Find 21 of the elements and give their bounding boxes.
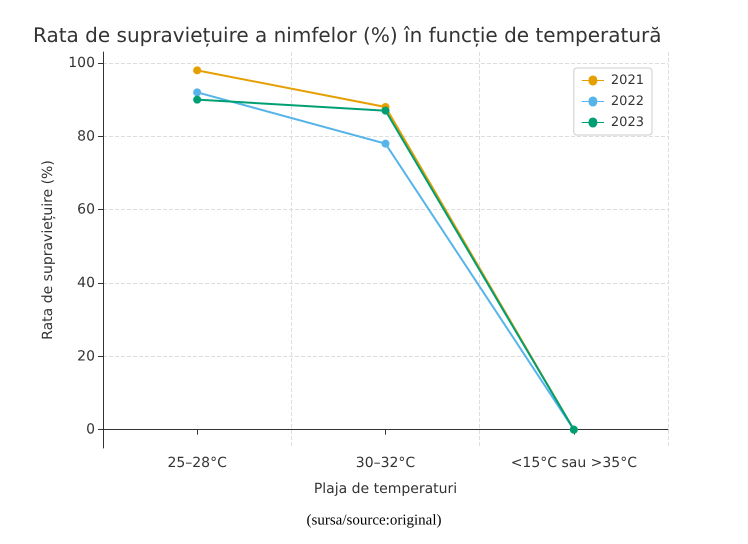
y-tick-label: 40 [77, 275, 95, 291]
x-tick-label: 25–28°C [167, 455, 228, 471]
point [382, 140, 390, 148]
legend-label: 2022 [610, 94, 644, 109]
y-axis-title: Rata de supraviețuire (%) [40, 160, 56, 340]
point [193, 96, 202, 104]
x-axis-title: Plaja de temperaturi [314, 481, 458, 497]
point [193, 66, 202, 74]
y-tick-label: 0 [86, 422, 95, 438]
point [193, 88, 202, 96]
y-tick-label: 20 [77, 348, 95, 364]
chart-title: Rata de supraviețuire a nimfelor (%) în funcție de temperatură [33, 23, 662, 47]
y-tick-label: 60 [77, 202, 95, 218]
point [382, 106, 390, 115]
x-tick-label: 30–32°C [356, 455, 416, 471]
text: (sursa/source:original) [306, 512, 442, 528]
legend-label: 2021 [610, 73, 644, 88]
y-tick-label: 80 [77, 128, 95, 144]
legend-label: 2023 [610, 115, 644, 130]
y-tick-label: 100 [68, 55, 95, 71]
x-tick-label: <15°C sau >35°C [510, 455, 638, 471]
